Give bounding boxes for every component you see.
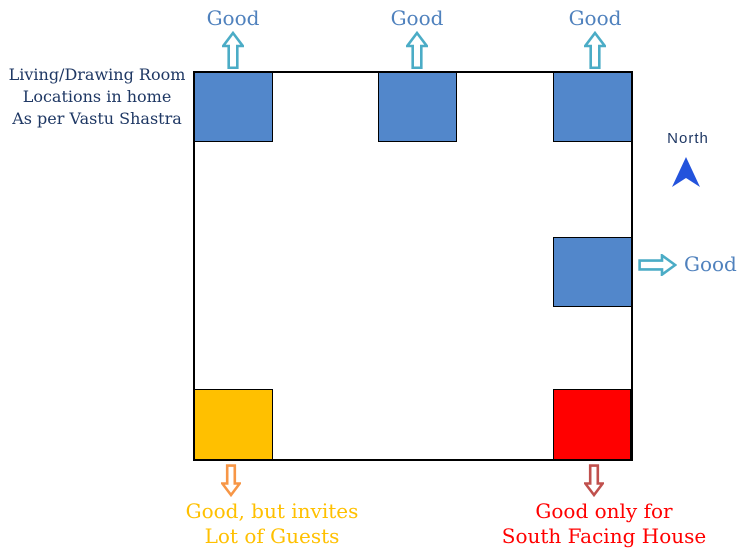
title-line-1: Living/Drawing Room: [8, 65, 186, 84]
room-east: [553, 237, 632, 307]
label-good-northeast: Good: [568, 6, 622, 30]
room-southwest: [194, 389, 273, 460]
block-arrow-up-icon: [406, 31, 428, 69]
label-good-north: Good: [390, 6, 444, 30]
room-northeast: [553, 72, 632, 142]
caption-southwest-line-2: Lot of Guests: [204, 524, 340, 548]
caption-southeast-line-2: South Facing House: [501, 524, 707, 548]
compass-north-label: North: [667, 130, 709, 147]
block-arrow-down-icon: [221, 464, 241, 497]
block-arrow-up-icon: [584, 31, 606, 69]
block-arrow-right-icon: [638, 254, 677, 276]
label-good-northwest: Good: [206, 6, 260, 30]
caption-southeast: Good only for South Facing House: [471, 499, 737, 549]
diagram-title: Living/Drawing Room Locations in home As…: [2, 64, 192, 130]
caption-southwest: Good, but invites Lot of Guests: [152, 499, 392, 549]
block-arrow-down-icon: [584, 464, 604, 497]
caption-southeast-line-1: Good only for: [535, 499, 673, 523]
title-line-3: As per Vastu Shastra: [12, 109, 182, 128]
title-line-2: Locations in home: [22, 87, 172, 106]
caption-southwest-line-1: Good, but invites: [185, 499, 359, 523]
block-arrow-up-icon: [222, 31, 244, 69]
room-northwest: [194, 72, 273, 142]
label-good-east: Good: [684, 252, 737, 276]
room-north: [378, 72, 457, 142]
room-southeast: [553, 389, 631, 460]
north-compass-arrow-icon: [672, 157, 700, 187]
